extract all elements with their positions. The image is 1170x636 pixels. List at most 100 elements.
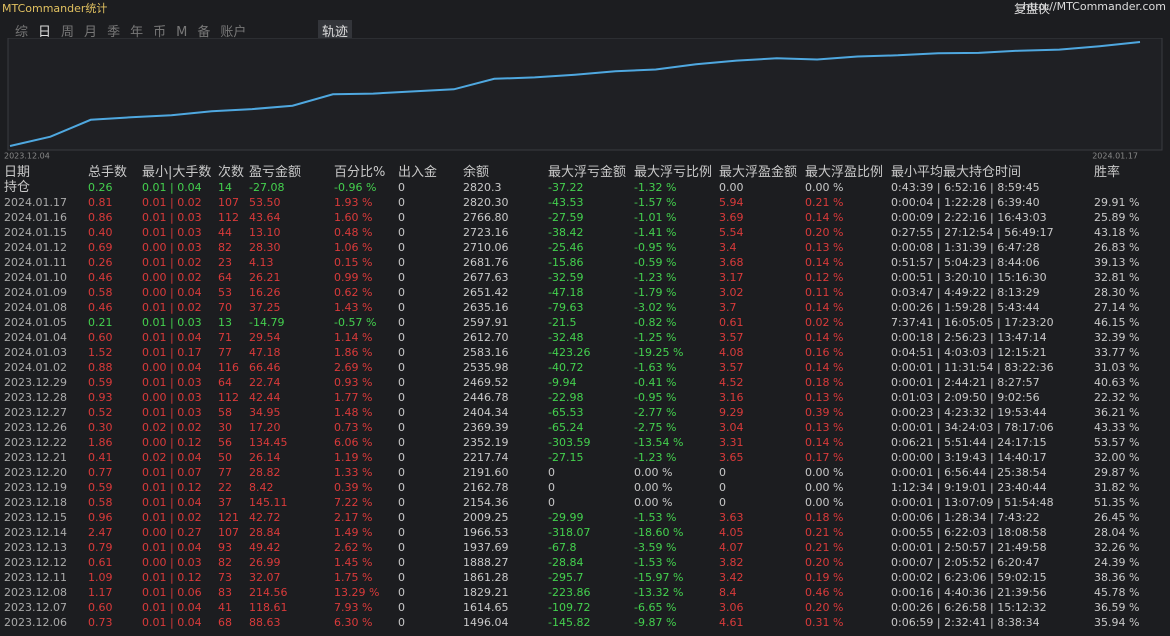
table-cell: 1.86 % xyxy=(334,346,373,359)
table-cell: 5.94 xyxy=(719,196,744,209)
tab[interactable]: 日 xyxy=(38,25,52,40)
table-cell: 0 xyxy=(548,466,555,479)
table-cell: 36.59 % xyxy=(1094,601,1140,614)
table-cell: 0.14 % xyxy=(805,331,844,344)
table-cell: 13.29 % xyxy=(334,586,380,599)
table-cell: 0.00 | 0.03 xyxy=(142,241,202,254)
tab[interactable]: M xyxy=(176,25,188,40)
table-cell: 0:00:08 | 1:31:39 | 6:47:28 xyxy=(891,241,1040,254)
table-cell: 0 xyxy=(398,436,405,449)
table-cell: 0.00 % xyxy=(805,466,844,479)
table-cell: 34.95 xyxy=(249,406,281,419)
table-cell: 0 xyxy=(398,331,405,344)
tab[interactable]: 月 xyxy=(84,25,98,40)
table-cell: 32.26 % xyxy=(1094,541,1140,554)
table-cell: 2023.12.15 xyxy=(4,511,67,524)
table-cell: 56 xyxy=(218,436,232,449)
table-cell: 0.00 | 0.04 xyxy=(142,286,202,299)
table-cell: 0.02 | 0.04 xyxy=(142,451,202,464)
table-cell: 0 xyxy=(398,451,405,464)
table-cell: 0.60 xyxy=(88,601,113,614)
table-cell: 4.52 xyxy=(719,376,744,389)
table-cell: 0:00:01 | 2:44:21 | 8:27:57 xyxy=(891,376,1040,389)
table-cell: -1.32 % xyxy=(634,181,677,194)
table-cell: 0.01 | 0.02 xyxy=(142,196,202,209)
table-cell: 121 xyxy=(218,511,239,524)
table-cell: 2023.12.27 xyxy=(4,406,67,419)
table-cell: 2217.74 xyxy=(463,451,509,464)
table-cell: 0.73 % xyxy=(334,421,373,434)
table-cell: 0:00:06 | 1:28:34 | 7:43:22 xyxy=(891,511,1040,524)
table-cell: -0.82 % xyxy=(634,316,677,329)
table-cell: 0:27:55 | 27:12:54 | 56:49:17 xyxy=(891,226,1054,239)
table-cell: 0.01 | 0.04 xyxy=(142,496,202,509)
tab[interactable]: 账户 xyxy=(220,25,247,40)
table-cell: 0.16 % xyxy=(805,346,844,359)
table-cell: -13.54 % xyxy=(634,436,684,449)
table-cell: 1:12:34 | 9:19:01 | 23:40:44 xyxy=(891,481,1047,494)
tab[interactable]: 备 xyxy=(197,25,211,40)
tab[interactable]: 币 xyxy=(153,25,167,40)
table-cell: 0.00 % xyxy=(634,496,673,509)
table-cell: 28.04 % xyxy=(1094,526,1140,539)
table-cell: -15.86 xyxy=(548,256,584,269)
table-cell: -32.59 xyxy=(548,271,584,284)
table-cell: 31.82 % xyxy=(1094,481,1140,494)
table-cell: 31.03 % xyxy=(1094,361,1140,374)
table-cell: 0 xyxy=(398,301,405,314)
table-cell: -109.72 xyxy=(548,601,591,614)
table-cell: 0 xyxy=(398,271,405,284)
table-cell: 13 xyxy=(218,316,232,329)
table-cell: 3.4 xyxy=(719,241,737,254)
table-cell: 0:00:07 | 2:05:52 | 6:20:47 xyxy=(891,556,1040,569)
table-cell: 3.02 xyxy=(719,286,744,299)
column-header: 最小平均最大持仓时间 xyxy=(891,165,1022,180)
table-cell: 0.58 xyxy=(88,286,113,299)
table-cell: 45.78 % xyxy=(1094,586,1140,599)
column-header: 最大浮盈金额 xyxy=(719,165,798,180)
table-cell: 0 xyxy=(398,466,405,479)
table-cell: 2024.01.02 xyxy=(4,361,67,374)
table-cell: 0 xyxy=(398,181,405,194)
column-header: 胜率 xyxy=(1094,165,1121,180)
table-cell: 1888.27 xyxy=(463,556,509,569)
table-cell: 118.61 xyxy=(249,601,288,614)
table-cell: -0.59 % xyxy=(634,256,677,269)
table-cell: -47.18 xyxy=(548,286,584,299)
table-cell: 2024.01.03 xyxy=(4,346,67,359)
table-cell: 26.83 % xyxy=(1094,241,1140,254)
tab[interactable]: 季 xyxy=(107,25,121,40)
table-cell: 70 xyxy=(218,301,232,314)
table-cell: 2681.76 xyxy=(463,256,509,269)
table-cell: 2710.06 xyxy=(463,241,509,254)
table-cell: 0 xyxy=(398,316,405,329)
table-cell: 2583.16 xyxy=(463,346,509,359)
table-cell: -1.23 % xyxy=(634,451,677,464)
table-cell: 1.17 xyxy=(88,586,113,599)
table-cell: 3.82 xyxy=(719,556,744,569)
table-cell: 1.43 % xyxy=(334,301,373,314)
table-cell: 0.00 xyxy=(719,181,744,194)
column-header: 最大浮盈比例 xyxy=(805,165,884,180)
table-cell: 29.54 xyxy=(249,331,281,344)
table-cell: 37 xyxy=(218,496,232,509)
table-cell: 1.60 % xyxy=(334,211,373,224)
table-cell: 2612.70 xyxy=(463,331,509,344)
table-cell: 7.22 % xyxy=(334,496,373,509)
table-cell: -0.57 % xyxy=(334,316,377,329)
table-cell: 82 xyxy=(218,241,232,254)
tab[interactable]: 周 xyxy=(61,25,75,40)
column-header: 总手数 xyxy=(88,165,128,180)
table-cell: 0.41 xyxy=(88,451,113,464)
table-cell: 42.44 xyxy=(249,391,281,404)
table-cell: 107 xyxy=(218,196,239,209)
active-tab[interactable]: 轨迹 xyxy=(318,20,353,41)
tab[interactable]: 年 xyxy=(130,25,144,40)
column-header: 最大浮亏比例 xyxy=(634,165,713,180)
table-cell: 1861.28 xyxy=(463,571,509,584)
table-cell: 93 xyxy=(218,541,232,554)
table-cell: 0.17 % xyxy=(805,451,844,464)
tab[interactable]: 综 xyxy=(15,25,29,40)
table-cell: 0.01 | 0.02 xyxy=(142,511,202,524)
table-cell: -423.26 xyxy=(548,346,591,359)
